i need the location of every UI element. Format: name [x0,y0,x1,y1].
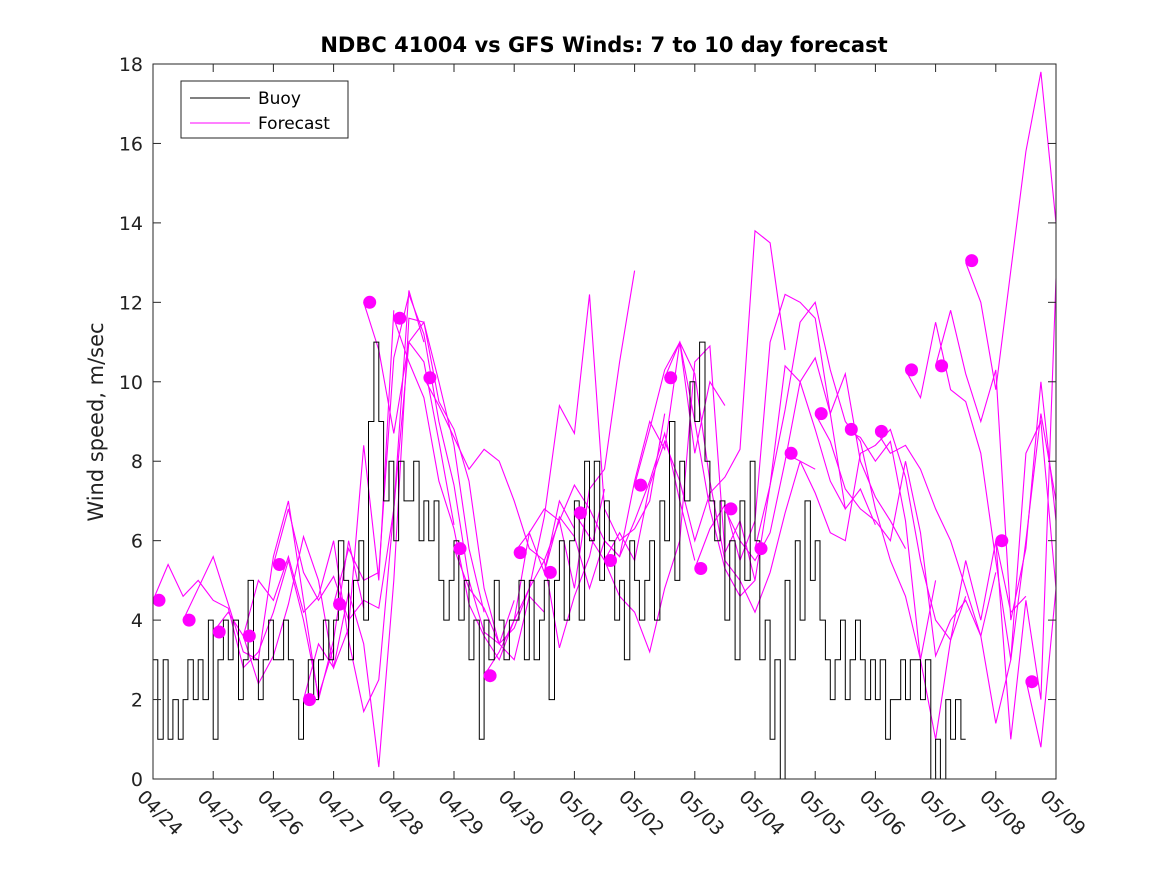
forecast-line-21 [754,301,937,660]
legend: Buoy Forecast [180,80,349,139]
forecast-marker-21 [754,542,768,556]
forecast-marker-15 [573,506,587,520]
chart-title: NDBC 41004 vs GFS Winds: 7 to 10 day for… [320,33,887,57]
forecast-marker-16 [604,554,617,567]
y-tick-label: 4 [131,610,143,632]
forecast-marker-14 [543,565,557,579]
forecast-marker-17 [634,478,648,492]
y-tick-label: 12 [119,292,143,314]
forecast-marker-2 [182,613,196,627]
forecast-line-20 [724,356,906,562]
y-tick-label: 16 [119,133,143,155]
plot-area [152,63,1057,780]
y-tick-label: 10 [119,372,143,394]
forecast-marker-20 [724,502,738,516]
forecast-marker-13 [513,546,527,560]
forecast-marker-22 [784,446,798,460]
forecast-marker-9 [393,311,407,325]
forecast-line-29 [995,278,1057,740]
forecast-marker-11 [453,542,467,556]
forecast-marker-4 [242,629,256,643]
forecast-marker-group [152,254,1039,707]
forecast-line-8 [363,302,545,661]
forecast-marker-12 [483,669,497,683]
y-axis-ticks: 0 2 4 6 8 10 12 14 16 18 [119,54,1056,791]
forecast-marker-25 [874,424,888,438]
forecast-series-group [152,71,1057,768]
forecast-line-27 [935,310,1057,621]
forecast-marker-29 [995,534,1009,548]
forecast-marker-3 [212,625,226,639]
forecast-marker-18 [664,371,678,385]
forecast-marker-10 [423,371,437,385]
forecast-line-25 [874,419,1057,724]
forecast-marker-26 [905,363,918,377]
legend-box [180,80,349,139]
forecast-marker-28 [965,254,979,268]
y-tick-label: 2 [131,690,143,712]
forecast-line-22 [784,428,967,642]
forecast-marker-7 [333,597,347,611]
forecast-marker-8 [363,295,377,309]
y-tick-label: 14 [119,213,143,235]
forecast-line-28 [965,71,1057,390]
y-tick-label: 8 [131,451,143,473]
legend-forecast-label: Forecast [258,114,330,134]
forecast-marker-27 [935,359,949,373]
forecast-marker-23 [814,407,828,421]
forecast-marker-6 [303,693,316,707]
forecast-line-23 [814,413,997,659]
forecast-marker-30 [1025,675,1039,689]
y-axis-label: Wind speed, m/sec [84,322,108,521]
y-tick-label: 18 [119,54,143,76]
y-tick-label: 0 [131,769,143,791]
y-tick-label: 6 [131,531,143,553]
forecast-line-6 [302,317,485,768]
forecast-marker-1 [152,593,166,607]
forecast-marker-5 [272,558,286,571]
buoy-line [153,341,966,780]
buoy-series-group [153,341,966,780]
legend-buoy-label: Buoy [258,89,301,109]
forecast-marker-19 [694,562,708,575]
forecast-line-11 [453,270,636,645]
forecast-marker-24 [844,422,858,436]
forecast-line-10 [423,377,606,649]
forecast-line-30 [1025,588,1057,748]
plot-frame [152,63,1057,780]
